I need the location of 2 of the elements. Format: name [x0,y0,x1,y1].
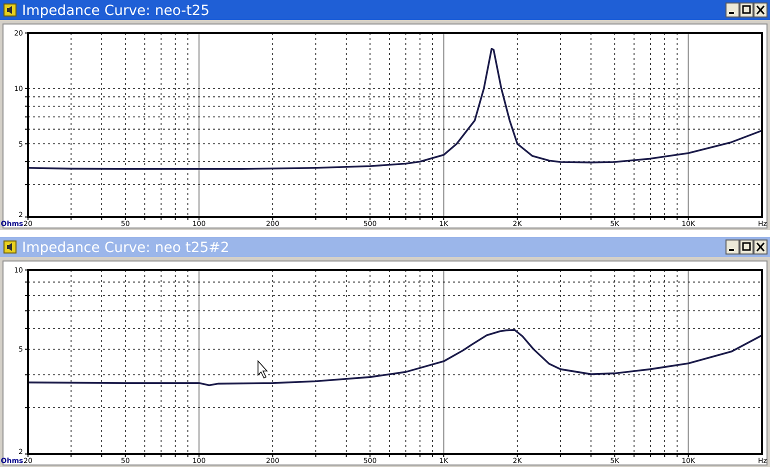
chart-title: Impedance Curve: neo-t25 [22,3,210,19]
chart-title: Impedance Curve: neo t25#2 [22,240,230,256]
